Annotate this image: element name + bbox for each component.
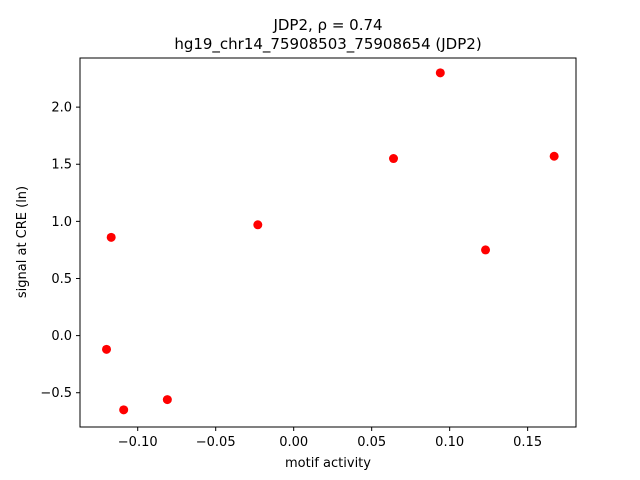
y-tick-label: −0.5 <box>40 386 72 401</box>
x-tick-label: 0.10 <box>435 435 464 450</box>
data-points <box>102 68 559 415</box>
x-tick-label: 0.15 <box>513 435 542 450</box>
data-point <box>481 245 491 255</box>
x-tick-label: −0.10 <box>118 435 158 450</box>
data-point <box>549 151 559 161</box>
data-point <box>435 68 445 78</box>
y-tick-label: 2.0 <box>51 101 72 116</box>
data-point <box>102 344 112 354</box>
y-tick-label: 0.5 <box>51 272 72 287</box>
data-point <box>389 154 399 164</box>
x-tick-label: 0.05 <box>357 435 386 450</box>
y-tick-label: 0.0 <box>51 329 72 344</box>
y-axis-ticks: −0.5 0.0 0.5 1.0 1.5 2.0 <box>40 101 80 401</box>
x-axis-label: motif activity <box>285 456 371 471</box>
data-point <box>119 405 129 415</box>
y-axis-label: signal at CRE (ln) <box>15 186 30 298</box>
chart-title: JDP2, ρ = 0.74 <box>272 16 382 34</box>
plot-frame <box>79 57 577 428</box>
x-tick-label: −0.05 <box>196 435 236 450</box>
data-point <box>253 220 263 230</box>
data-point <box>106 232 116 242</box>
y-tick-label: 1.5 <box>51 158 72 173</box>
data-point <box>162 395 172 405</box>
y-tick-label: 1.0 <box>51 215 72 230</box>
x-tick-label: 0.00 <box>279 435 308 450</box>
x-axis-ticks: −0.10 −0.05 0.00 0.05 0.10 0.15 <box>118 427 542 450</box>
chart-subtitle: hg19_chr14_75908503_75908654 (JDP2) <box>174 35 481 54</box>
